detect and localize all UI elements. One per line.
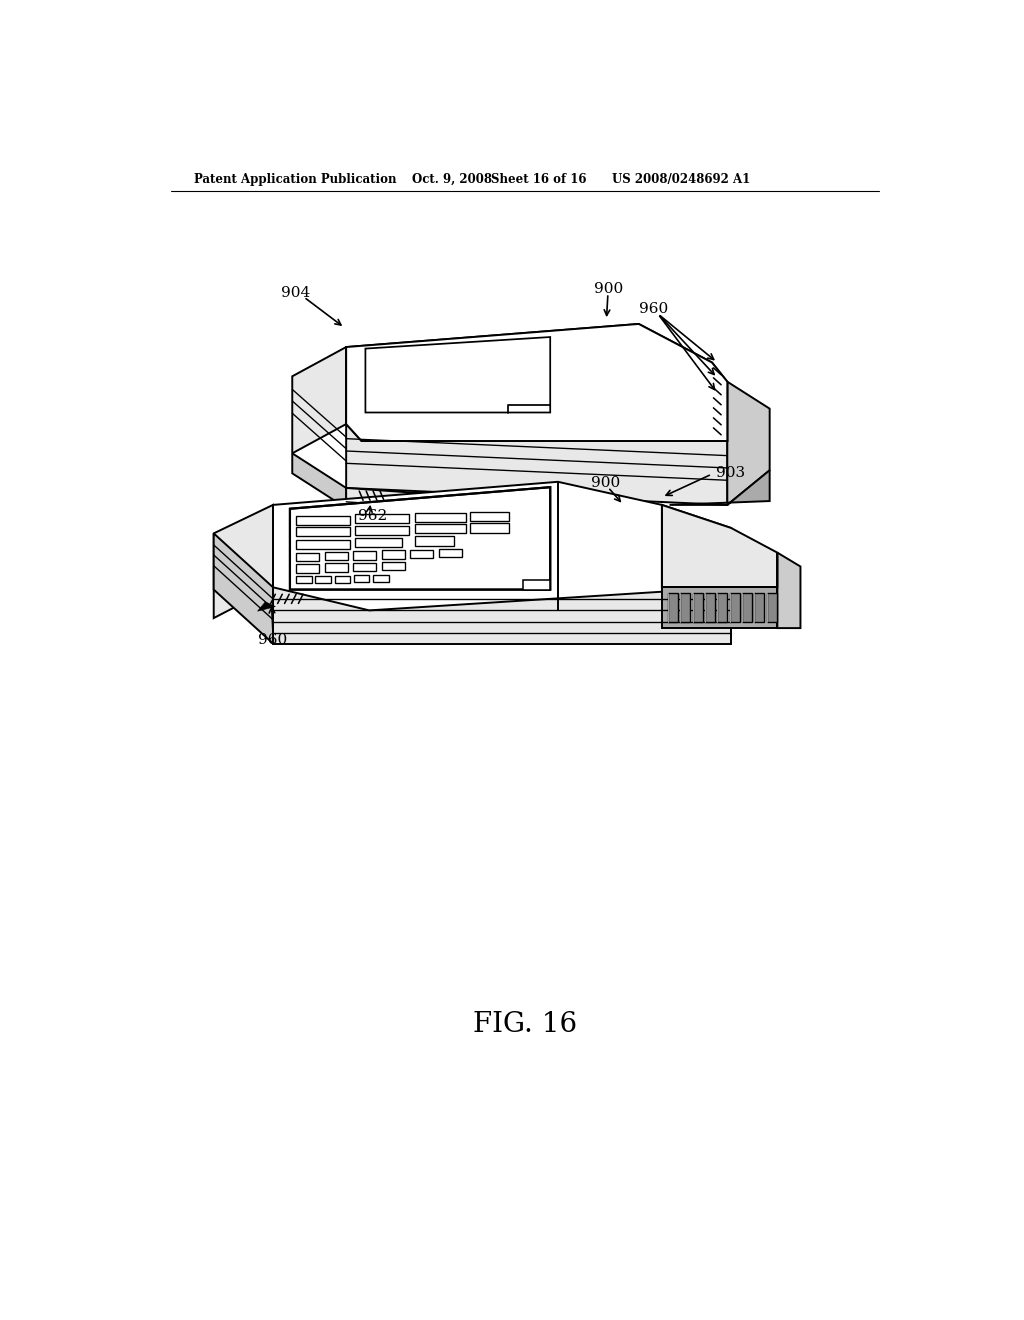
Polygon shape (296, 564, 319, 573)
Text: 900: 900 (591, 477, 621, 490)
Polygon shape (346, 323, 727, 441)
Polygon shape (692, 593, 702, 622)
Polygon shape (680, 593, 690, 622)
Polygon shape (290, 487, 550, 590)
Polygon shape (335, 576, 350, 582)
Polygon shape (214, 506, 273, 618)
Polygon shape (662, 587, 777, 628)
Text: 962: 962 (357, 510, 387, 524)
Polygon shape (292, 347, 346, 453)
Polygon shape (742, 593, 752, 622)
Polygon shape (325, 564, 348, 572)
Polygon shape (727, 381, 770, 506)
Polygon shape (668, 593, 678, 622)
Polygon shape (755, 593, 764, 622)
Text: US 2008/0248692 A1: US 2008/0248692 A1 (611, 173, 750, 186)
Polygon shape (315, 576, 331, 582)
Polygon shape (730, 593, 739, 622)
Polygon shape (373, 576, 388, 582)
Polygon shape (355, 539, 401, 548)
Polygon shape (410, 549, 433, 558)
Polygon shape (523, 579, 550, 590)
Polygon shape (705, 593, 715, 622)
Polygon shape (438, 549, 462, 557)
Polygon shape (662, 506, 777, 587)
Polygon shape (273, 482, 731, 610)
Text: 900: 900 (594, 282, 624, 296)
Polygon shape (470, 512, 509, 521)
Polygon shape (273, 587, 731, 644)
Polygon shape (416, 536, 454, 545)
Polygon shape (258, 602, 275, 611)
Polygon shape (470, 524, 509, 533)
Text: Oct. 9, 2008: Oct. 9, 2008 (412, 173, 492, 186)
Polygon shape (296, 527, 350, 536)
Text: Sheet 16 of 16: Sheet 16 of 16 (490, 173, 587, 186)
Polygon shape (353, 562, 376, 572)
Polygon shape (355, 515, 410, 524)
Polygon shape (353, 552, 376, 560)
Polygon shape (325, 552, 348, 561)
Polygon shape (296, 576, 311, 582)
Polygon shape (416, 524, 466, 533)
Polygon shape (416, 512, 466, 521)
Text: 904: 904 (281, 286, 310, 300)
Text: FIG. 16: FIG. 16 (473, 1011, 577, 1038)
Polygon shape (292, 453, 346, 508)
Polygon shape (354, 576, 370, 582)
Polygon shape (296, 540, 350, 549)
Polygon shape (717, 593, 727, 622)
Polygon shape (366, 337, 550, 412)
Text: 960: 960 (639, 301, 668, 315)
Polygon shape (767, 593, 776, 622)
Text: 960: 960 (258, 632, 287, 647)
Polygon shape (355, 525, 410, 535)
Polygon shape (670, 470, 770, 506)
Polygon shape (346, 488, 423, 515)
Polygon shape (777, 553, 801, 628)
Polygon shape (346, 424, 727, 506)
Text: Patent Application Publication: Patent Application Publication (194, 173, 396, 186)
Polygon shape (296, 516, 350, 525)
Polygon shape (346, 323, 727, 441)
Polygon shape (296, 553, 319, 561)
Polygon shape (382, 550, 404, 558)
Text: 903: 903 (716, 466, 744, 479)
Polygon shape (214, 533, 273, 644)
Polygon shape (382, 562, 404, 570)
